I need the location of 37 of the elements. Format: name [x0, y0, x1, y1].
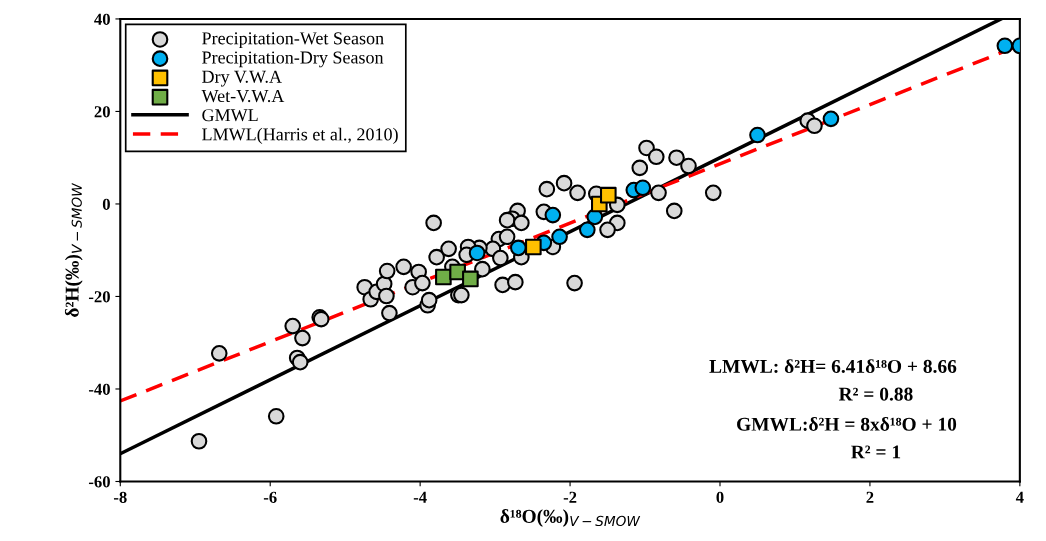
- x-tick-label: -2: [563, 491, 577, 503]
- x-tick-label: -6: [263, 491, 277, 503]
- annotation: GMWL:δ²H = 8xδ¹⁸O + 10: [737, 417, 957, 431]
- y-tick-label: -20: [88, 291, 110, 303]
- point: [525, 238, 542, 256]
- point: [822, 110, 840, 128]
- x-tick-label: -4: [413, 491, 427, 503]
- point: [468, 244, 486, 262]
- y-tick-label: -40: [88, 383, 110, 395]
- x-tick-label: 2: [866, 491, 874, 503]
- y-tick-label: 40: [94, 13, 110, 25]
- legend-label: Dry V.W.A: [202, 70, 282, 87]
- legend-label: Wet-V.W.A: [201, 89, 285, 103]
- x-tick-label: 0: [716, 491, 724, 503]
- point: [510, 239, 527, 257]
- x-tick-label: -8: [113, 491, 127, 503]
- legend-label: GMWL: [202, 109, 258, 122]
- point: [551, 228, 568, 246]
- legend-label: Precipitation-Wet Season: [202, 32, 384, 49]
- x-axis-title: δ¹⁸O(‰)$_{V−SMOW}$: [500, 509, 641, 527]
- point: [996, 37, 1014, 55]
- x-tick-label: 4: [1015, 491, 1024, 503]
- point: [462, 270, 479, 288]
- legend-label: LMWL(Harris et al., 2010): [202, 127, 398, 145]
- y-axis-title: δ²H(‰)$_{V−SMOW}$: [64, 182, 83, 317]
- legend-label: Precipitation-Dry Season: [202, 51, 384, 68]
- point: [634, 179, 652, 197]
- annotation: LMWL: δ²H= 6.41δ¹⁸O + 8.66: [709, 359, 957, 374]
- y-tick-label: 0: [102, 198, 110, 210]
- annotation: R² = 0.88: [838, 387, 913, 401]
- y-tick-label: -60: [88, 476, 110, 488]
- point: [544, 206, 562, 224]
- point: [599, 186, 617, 204]
- point: [578, 221, 596, 239]
- point: [749, 126, 766, 144]
- annotation: R² = 1: [851, 445, 901, 459]
- y-tick-label: 20: [94, 106, 110, 118]
